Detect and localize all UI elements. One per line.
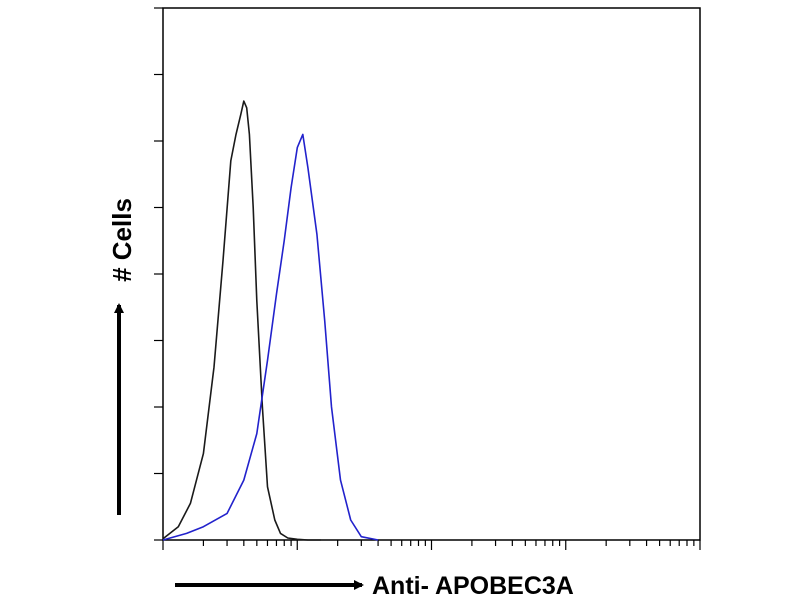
- series-layer: [162, 100, 379, 541]
- series-line-1: [162, 100, 321, 541]
- x-axis-label: Anti- APOBEC3A: [372, 572, 574, 600]
- y-axis-ticks: [154, 7, 163, 541]
- x-axis-ticks: [162, 540, 701, 550]
- plot-frame: [162, 7, 701, 541]
- y-axis-label: # Cells: [107, 198, 137, 282]
- series-line-2: [162, 133, 379, 541]
